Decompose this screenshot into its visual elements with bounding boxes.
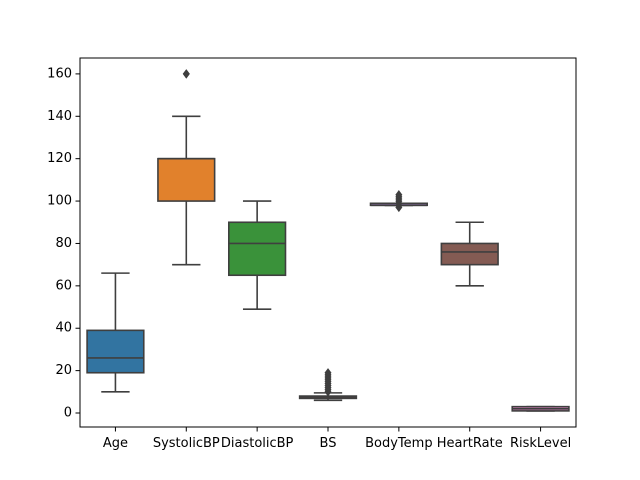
x-tick-label: BS — [320, 436, 337, 451]
y-tick-label: 80 — [55, 236, 72, 251]
y-tick-label: 100 — [47, 194, 72, 209]
outlier-point — [324, 368, 332, 378]
box-heartrate — [440, 221, 499, 287]
y-axis: 0 20 40 60 80 100 120 140 160 — [47, 66, 80, 421]
x-axis: Age SystolicBP DiastolicBP BS BodyTemp HeartR… — [103, 427, 571, 451]
box-systolicbp — [157, 69, 216, 266]
box-risklevel — [511, 405, 570, 412]
outlier-point — [182, 69, 190, 79]
x-tick-label: RiskLevel — [510, 436, 571, 451]
x-tick-label: Age — [103, 436, 128, 451]
x-tick-label: SystolicBP — [153, 436, 220, 451]
x-tick-label: HeartRate — [437, 436, 503, 451]
y-tick-label: 0 — [64, 406, 72, 421]
plot-frame — [79, 57, 577, 428]
y-tick-label: 160 — [47, 66, 72, 81]
box-age — [86, 272, 145, 393]
box-diastolicbp — [228, 200, 287, 310]
y-tick-label: 40 — [55, 321, 72, 336]
iqr-box — [228, 221, 287, 277]
y-tick-label: 60 — [55, 278, 72, 293]
outlier-point — [395, 190, 403, 200]
y-tick-label: 140 — [47, 109, 72, 124]
iqr-box — [440, 242, 499, 266]
box-bs — [298, 368, 358, 402]
x-tick-label: DiastolicBP — [221, 436, 294, 451]
iqr-box — [86, 329, 145, 374]
box-bodytemp — [369, 190, 428, 213]
iqr-box — [157, 157, 216, 202]
box-group — [86, 69, 570, 412]
y-tick-label: 120 — [47, 151, 72, 166]
x-tick-label: BodyTemp — [365, 436, 432, 451]
y-tick-label: 20 — [55, 363, 72, 378]
